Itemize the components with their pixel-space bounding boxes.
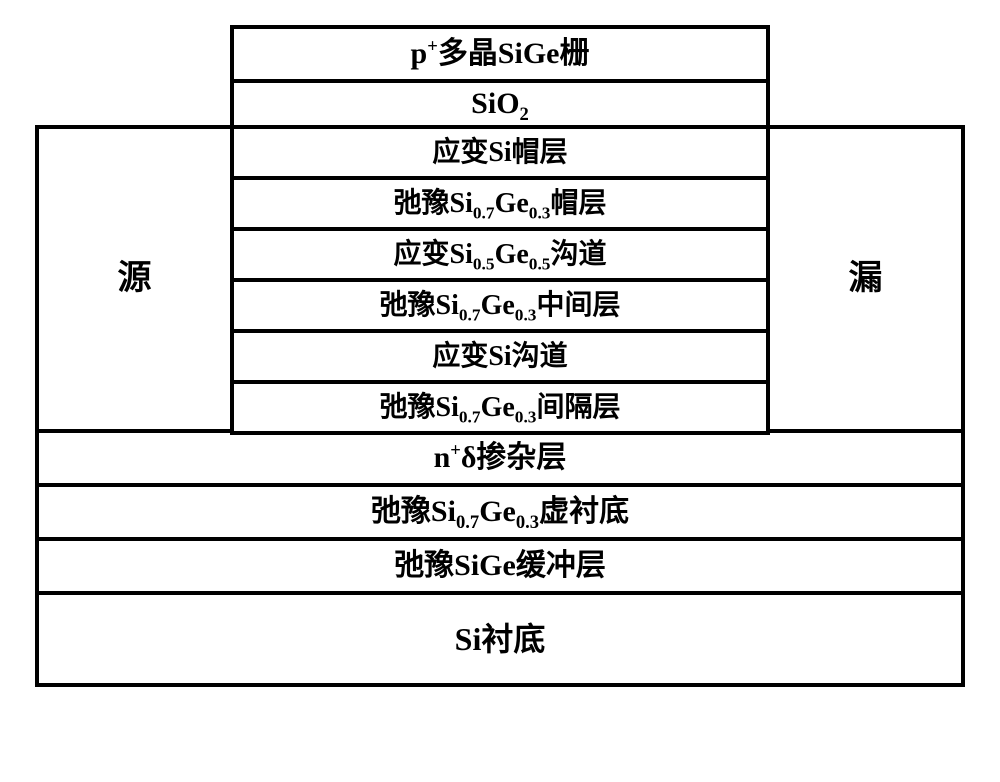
layer-cap_sige: 弛豫Si0.7Ge0.3帽层 <box>230 176 770 231</box>
layer-ch_si: 应变Si沟道 <box>230 329 770 384</box>
layer-ch_si-label: 应变Si沟道 <box>432 343 567 371</box>
layer-buffer-label: 弛豫SiGe缓冲层 <box>394 551 606 581</box>
layer-spacer-label: 弛豫Si0.7Ge0.3间隔层 <box>380 394 621 422</box>
layer-virtual-label: 弛豫Si0.7Ge0.3虚衬底 <box>371 497 629 527</box>
layer-substrate: Si衬底 <box>35 591 965 687</box>
layer-cap_sige-label: 弛豫Si0.7Ge0.3帽层 <box>394 190 607 218</box>
layer-substrate-label: Si衬底 <box>455 623 546 655</box>
layer-virtual: 弛豫Si0.7Ge0.3虚衬底 <box>35 483 965 541</box>
drain-region-label: 漏 <box>849 262 883 296</box>
layer-mid_sige-label: 弛豫Si0.7Ge0.3中间层 <box>380 292 621 320</box>
layer-ch_sige-label: 应变Si0.5Ge0.5沟道 <box>394 241 607 269</box>
layer-mid_sige: 弛豫Si0.7Ge0.3中间层 <box>230 278 770 333</box>
layer-gate: p+多晶SiGe栅 <box>230 25 770 83</box>
device-cross-section: n+δ掺杂层弛豫Si0.7Ge0.3虚衬底弛豫SiGe缓冲层 Si衬底 应变Si帽层… <box>35 25 965 753</box>
layer-ch_sige: 应变Si0.5Ge0.5沟道 <box>230 227 770 282</box>
layer-delta-label: n+δ掺杂层 <box>434 443 567 473</box>
layer-spacer: 弛豫Si0.7Ge0.3间隔层 <box>230 380 770 435</box>
layer-cap_si-label: 应变Si帽层 <box>432 139 567 167</box>
layer-oxide-label: SiO2 <box>471 89 529 119</box>
layer-oxide: SiO2 <box>230 79 770 129</box>
source-region-label: 源 <box>118 262 152 296</box>
drain-region: 漏 <box>766 125 965 433</box>
source-region: 源 <box>35 125 234 433</box>
layer-cap_si: 应变Si帽层 <box>230 125 770 180</box>
layer-buffer: 弛豫SiGe缓冲层 <box>35 537 965 595</box>
layer-gate-label: p+多晶SiGe栅 <box>411 39 590 69</box>
layer-delta: n+δ掺杂层 <box>35 429 965 487</box>
